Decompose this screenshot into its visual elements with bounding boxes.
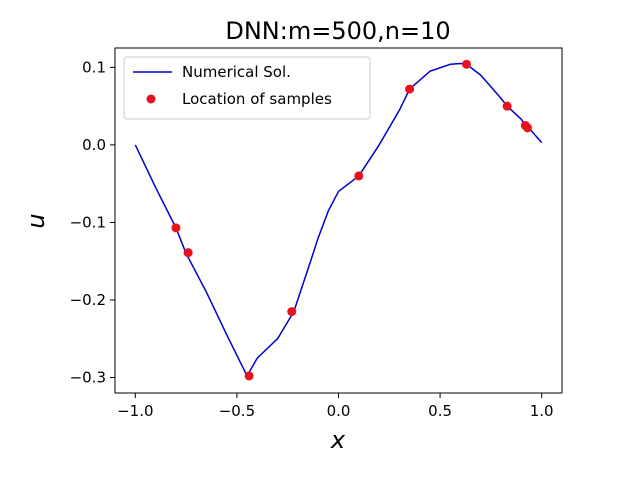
y-tick-label: 0.0	[82, 136, 106, 154]
sample-point	[183, 248, 193, 258]
legend-label-samples: Location of samples	[182, 90, 332, 108]
y-tick-label: −0.2	[70, 291, 106, 309]
y-axis: −0.3 −0.2 −0.1 0.0 0.1	[70, 58, 115, 386]
x-tick-label: 0.5	[428, 402, 452, 420]
legend-label-numerical: Numerical Sol.	[182, 63, 291, 81]
series-layer	[134, 62, 543, 377]
legend-dot-swatch	[146, 94, 156, 104]
sample-point	[462, 59, 472, 69]
x-axis-label: x	[330, 426, 346, 454]
legend-box	[123, 56, 371, 120]
legend: Numerical Sol. Location of samples	[123, 56, 371, 120]
sample-point	[354, 171, 364, 181]
x-tick-label: −0.5	[219, 402, 255, 420]
sample-point	[287, 307, 297, 317]
y-tick-label: −0.1	[70, 213, 106, 231]
x-tick-label: −1.0	[117, 402, 153, 420]
x-axis: −1.0 −0.5 0.0 0.5 1.0	[117, 393, 554, 420]
x-tick-label: 1.0	[530, 402, 554, 420]
y-tick-label: −0.3	[70, 368, 106, 386]
y-tick-label: 0.1	[82, 58, 106, 76]
x-tick-label: 0.0	[327, 402, 351, 420]
points-layer	[171, 59, 532, 381]
series-line-numerical-sol	[134, 62, 543, 377]
sample-point	[171, 223, 181, 233]
sample-point	[522, 123, 532, 133]
y-axis-label: u	[22, 213, 50, 228]
sample-point	[502, 101, 512, 111]
sample-point	[405, 84, 415, 94]
chart-title: DNN:m=500,n=10	[225, 17, 450, 45]
sample-point	[244, 371, 254, 381]
